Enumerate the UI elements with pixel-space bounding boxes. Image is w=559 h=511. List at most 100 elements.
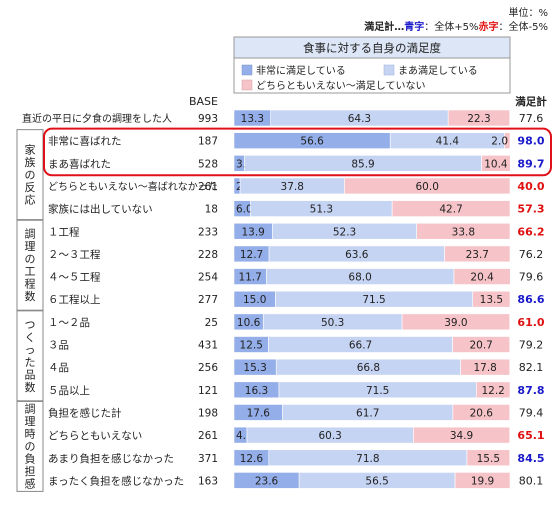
bar-value-label: 60.0 — [416, 181, 439, 193]
row-label: ２～３工程 — [48, 249, 101, 261]
group-label-char: 品 — [25, 368, 36, 381]
bar-value-label: 16.3 — [245, 385, 268, 397]
bar-value-label: 12.6 — [240, 453, 264, 465]
bar-segment-neutral-unsatisfied — [452, 404, 511, 421]
row-base: 187 — [198, 136, 218, 148]
group-label-char: 時 — [25, 428, 36, 441]
row-label: １～２品 — [48, 317, 90, 329]
bar-segment-neutral-unsatisfied — [413, 426, 511, 444]
row-total: 84.5 — [517, 452, 544, 465]
group-bracket — [16, 129, 44, 221]
bar-value-label: 66.7 — [349, 340, 372, 352]
unit-label: 単位：% — [508, 6, 548, 19]
legend-note-part: 青字 — [404, 20, 424, 33]
bar-value-label: 11.7 — [238, 272, 261, 284]
legend-note-part: 満足計… — [364, 20, 404, 33]
row-total: 87.8 — [517, 384, 544, 397]
bar-value-label: 2.0 — [491, 136, 508, 148]
row-label: まったく負担を感じなかった — [48, 474, 184, 487]
bar-value-label: 50.3 — [321, 317, 344, 329]
bar-value-label: 12.7 — [240, 249, 263, 261]
row-total: 98.0 — [517, 135, 544, 148]
row-base: 261 — [198, 181, 218, 193]
bar-value-label: 12.5 — [240, 340, 263, 352]
bar-value-label: 41.4 — [436, 136, 460, 148]
group-label-char: 工 — [25, 265, 36, 278]
row-total: 79.6 — [519, 271, 544, 284]
bar-value-label: 56.5 — [365, 475, 388, 487]
bar-value-label: 66.8 — [357, 362, 380, 374]
legend-swatch-very — [241, 64, 253, 76]
row-label: ４品 — [48, 362, 69, 374]
bar-segment-neutral-unsatisfied — [466, 449, 511, 467]
row-total: 89.7 — [517, 157, 544, 170]
row-total: 66.2 — [517, 225, 544, 238]
group-label-char: 程 — [25, 278, 36, 291]
row-base: 277 — [198, 294, 218, 306]
legend-note-part: 赤字 — [479, 20, 499, 33]
group-label-char: つ — [25, 318, 36, 331]
bar-value-label: 68.0 — [348, 272, 371, 284]
bar-value-label: 23.7 — [466, 249, 489, 261]
row-total: 61.0 — [517, 316, 544, 329]
legend-swatch-neutral — [241, 79, 253, 91]
bar-value-label: 71.8 — [356, 453, 379, 465]
bar-value-label: 13.9 — [241, 226, 264, 238]
bar-segment-neutral-unsatisfied — [452, 336, 511, 353]
row-total: 80.1 — [519, 474, 544, 487]
bar-value-label: 64.3 — [348, 113, 371, 125]
group-label-char: 担 — [25, 464, 36, 478]
bar-value-label: 13.5 — [480, 294, 503, 306]
row-total: 79.4 — [519, 406, 544, 419]
bar-value-label: 71.5 — [366, 385, 389, 397]
group-label-char: 感 — [25, 478, 36, 491]
row-label: あまり負担を感じなかった — [48, 452, 174, 465]
group-bracket — [16, 219, 44, 311]
group-label-char: っ — [25, 343, 36, 356]
row-base: 431 — [198, 340, 218, 352]
group-label-char: 族 — [25, 155, 36, 169]
bar-value-label: 15.3 — [243, 362, 266, 374]
base-column-header: BASE — [189, 95, 218, 108]
row-base: 163 — [198, 475, 218, 487]
bar-segment-neutral-unsatisfied — [476, 381, 511, 399]
legend-item-neutral: どちらともいえない～満足していない — [256, 80, 426, 92]
row-label: まあ喜ばれた — [48, 157, 111, 170]
total-column-header: 満足計 — [515, 95, 547, 108]
group-label-char: 数 — [25, 290, 36, 303]
row-total: 57.3 — [517, 203, 544, 216]
bar-segment-neutral-unsatisfied — [453, 268, 511, 285]
bar-segment-neutral-unsatisfied — [504, 132, 511, 149]
row-total: 76.2 — [519, 248, 544, 261]
row-label: 負担を感じた計 — [48, 406, 122, 419]
bar-value-label: 56.6 — [300, 136, 324, 148]
row-total: 40.0 — [517, 180, 544, 193]
row-base: 371 — [198, 453, 218, 465]
legend-note-part: ：全体+5% — [424, 20, 478, 33]
bar-value-label: 61.7 — [356, 407, 379, 419]
bar-value-label: 15.5 — [477, 453, 500, 465]
row-label: 非常に喜ばれた — [48, 135, 122, 148]
bar-value-label: 19.9 — [471, 475, 494, 487]
row-label: どちらともいえない — [48, 430, 142, 442]
bar-segment-neutral-unsatisfied — [481, 155, 511, 172]
group-label-char: く — [25, 331, 36, 344]
legend-note-part: ：全体-5% — [499, 20, 548, 33]
row-base: 121 — [198, 385, 218, 397]
row-label: 直近の平日に夕食の調理をした人 — [22, 112, 172, 125]
row-total: 77.6 — [519, 112, 544, 125]
bar-value-label: 20.4 — [470, 272, 494, 284]
group-label-char: の — [25, 168, 36, 181]
group-label-char: た — [25, 356, 36, 369]
bar-segment-neutral-unsatisfied — [344, 177, 511, 195]
bar-value-label: 17.8 — [473, 362, 496, 374]
group-label-char: 負 — [25, 453, 36, 466]
bar-value-label: 85.9 — [351, 158, 374, 170]
bar-value-label: 51.3 — [310, 204, 333, 216]
row-total: 65.1 — [517, 429, 544, 442]
row-label: ３品 — [48, 340, 69, 352]
row-total: 79.2 — [519, 339, 544, 352]
legend-title: 食事に対する自身の満足度 — [303, 41, 441, 55]
group-label-char: 数 — [25, 381, 36, 394]
bar-value-label: 22.3 — [467, 113, 490, 125]
